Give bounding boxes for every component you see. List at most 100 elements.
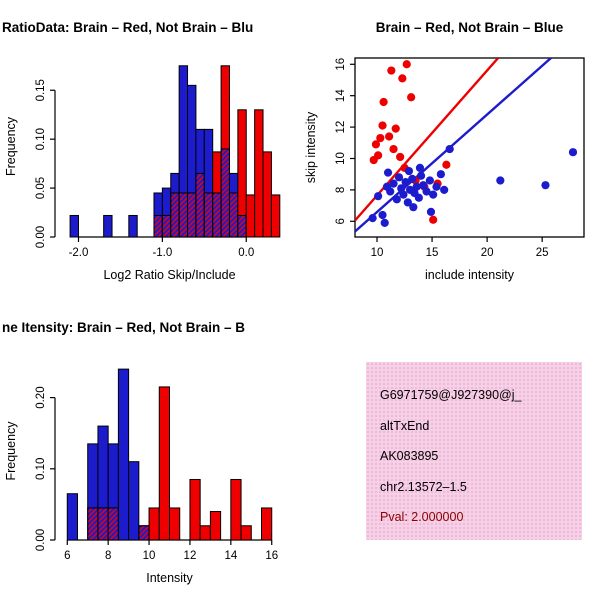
blue-scatter-point: [368, 214, 377, 223]
hist-bar-overlap-hatch: [237, 214, 247, 238]
hist-bar-blue: [87, 443, 99, 509]
blue-scatter-point: [496, 176, 505, 185]
x-tick-label: 10: [371, 247, 384, 259]
y-tick-label: 14: [335, 89, 347, 102]
info-box: G6971759@J927390@j_ altTxEnd AK083895 ch…: [366, 362, 582, 540]
x-tick-label: 15: [426, 247, 439, 259]
x-tick-label: 6: [64, 550, 70, 562]
hist-bar-overlap-hatch: [153, 214, 163, 238]
blue-scatter-point: [445, 144, 454, 154]
x-tick-label: 16: [265, 550, 278, 562]
blue-scatter-point: [394, 173, 404, 182]
hist-bar-red: [270, 194, 281, 238]
red-scatter-point: [402, 60, 411, 69]
x-tick-label: 25: [536, 247, 549, 259]
info-line-event-type: altTxEnd: [380, 418, 430, 433]
red-scatter-point: [371, 140, 381, 149]
hist-bar-blue: [107, 443, 119, 509]
blue-scatter-point: [374, 192, 383, 201]
hist-bar-red: [230, 478, 242, 541]
y-tick-label: 10: [335, 152, 347, 165]
y-tick-label: 0.15: [35, 79, 47, 101]
x-tick-label: 0.0: [238, 247, 254, 259]
y-axis-title: Frequency: [4, 116, 18, 176]
red-scatter-point: [374, 151, 383, 160]
y-axis-title: Frequency: [4, 421, 18, 481]
hist-bar-red: [189, 478, 201, 541]
hist-bar-overlap-hatch: [161, 214, 172, 238]
red-scatter-point: [407, 93, 416, 102]
blue-scatter-point: [408, 174, 417, 184]
x-tick-label: 10: [143, 550, 156, 562]
hist-bar-red: [212, 151, 222, 194]
red-scatter-point: [398, 74, 407, 83]
y-tick-label: 12: [335, 121, 347, 134]
hist-bar-red: [262, 151, 272, 238]
blue-scatter-point: [419, 181, 428, 190]
intensity-histogram-panel: 6 8 10 12 14 16 0.00 0.10 0.20 Intensity Frequency…: [0, 300, 300, 600]
hist-bar-blue: [69, 214, 79, 238]
blue-scatter-point: [412, 182, 421, 191]
ratio-histogram-panel: -2.0 -1.0 0.0 0.00 0.05 0.10 0.15 Log2 Ratio Sk…: [0, 0, 300, 300]
hist-bar-overlap-hatch: [107, 507, 119, 541]
pval-line: Pval: 2.000000: [380, 510, 464, 524]
scatter-panel: 10 15 20 25 6 8 10 12 14 16 include intensity skip …: [300, 0, 600, 300]
hist-bar-red: [169, 507, 181, 541]
hist-bar-blue: [228, 172, 239, 194]
blue-scatter-point: [378, 210, 387, 220]
y-tick-label: 16: [335, 58, 347, 71]
info-line-probe-id: G6971759@J927390@j_: [380, 388, 522, 402]
hist-bar-red: [209, 511, 222, 541]
red-scatter-point: [389, 144, 398, 154]
blue-regression-line: [355, 58, 552, 233]
y-tick-label: 0.10: [35, 458, 47, 480]
hist-bar-red: [199, 525, 211, 541]
y-tick-label: 0.20: [35, 386, 47, 408]
hist-bar-overlap-hatch: [195, 172, 205, 238]
y-tick-label: 0.00: [35, 529, 47, 551]
ratio-histogram-chart: -2.0 -1.0 0.0 0.00 0.05 0.10 0.15 Log2 Ratio Sk…: [2, 20, 281, 282]
hist-bar-red: [261, 507, 273, 541]
blue-scatter-point: [401, 177, 410, 187]
red-scatter-point: [442, 160, 451, 169]
x-axis-title: Intensity: [146, 571, 193, 585]
chart-title: Brain – Red, Not Brain – Blue: [376, 20, 564, 35]
hist-bar-red: [240, 525, 252, 541]
y-tick-label: 0.05: [35, 177, 47, 199]
x-tick-label: 14: [224, 550, 237, 562]
hist-bar-overlap-hatch: [220, 148, 230, 238]
hist-bar-overlap-hatch: [178, 192, 189, 238]
hist-bar-blue: [117, 368, 130, 541]
blue-scatter-point: [541, 181, 550, 190]
hist-bar-overlap-hatch: [97, 507, 109, 541]
blue-scatter-point: [436, 170, 445, 179]
hist-bar-blue: [66, 493, 78, 541]
hist-bar-blue: [161, 187, 172, 216]
blue-scatter-point: [380, 218, 389, 227]
x-tick-label: -1.0: [152, 247, 172, 259]
blue-scatter-point: [568, 148, 578, 157]
y-tick-label: 0.00: [35, 226, 47, 248]
plot-content: [355, 58, 578, 233]
hist-bar-red: [148, 507, 160, 541]
hist-bar-blue: [178, 65, 189, 194]
red-scatter-point: [376, 133, 385, 143]
blue-scatter-point: [392, 195, 401, 204]
info-line-locus: chr2.13572–1.5: [380, 479, 467, 494]
skip-include-scatter-chart: 10 15 20 25 6 8 10 12 14 16 include intensity skip …: [304, 20, 585, 282]
red-scatter-point: [429, 215, 438, 224]
hist-bar-red: [245, 194, 256, 238]
blue-scatter-point: [409, 203, 418, 212]
x-axis-title: Log2 Ratio Skip/Include: [103, 268, 235, 282]
y-tick-label: 0.10: [35, 128, 47, 150]
x-axis-title: include intensity: [425, 268, 515, 282]
blue-scatter-point: [404, 166, 414, 176]
hist-bar-overlap-hatch: [212, 192, 222, 238]
blue-scatter-point: [416, 171, 426, 180]
hist-bar-blue: [103, 214, 113, 238]
x-tick-label: -2.0: [69, 247, 89, 259]
intensity-histogram-chart: 6 8 10 12 14 16 0.00 0.10 0.20 Intensity Frequency…: [2, 320, 278, 585]
hist-bar-blue: [187, 84, 197, 194]
blue-scatter-point: [429, 190, 438, 199]
